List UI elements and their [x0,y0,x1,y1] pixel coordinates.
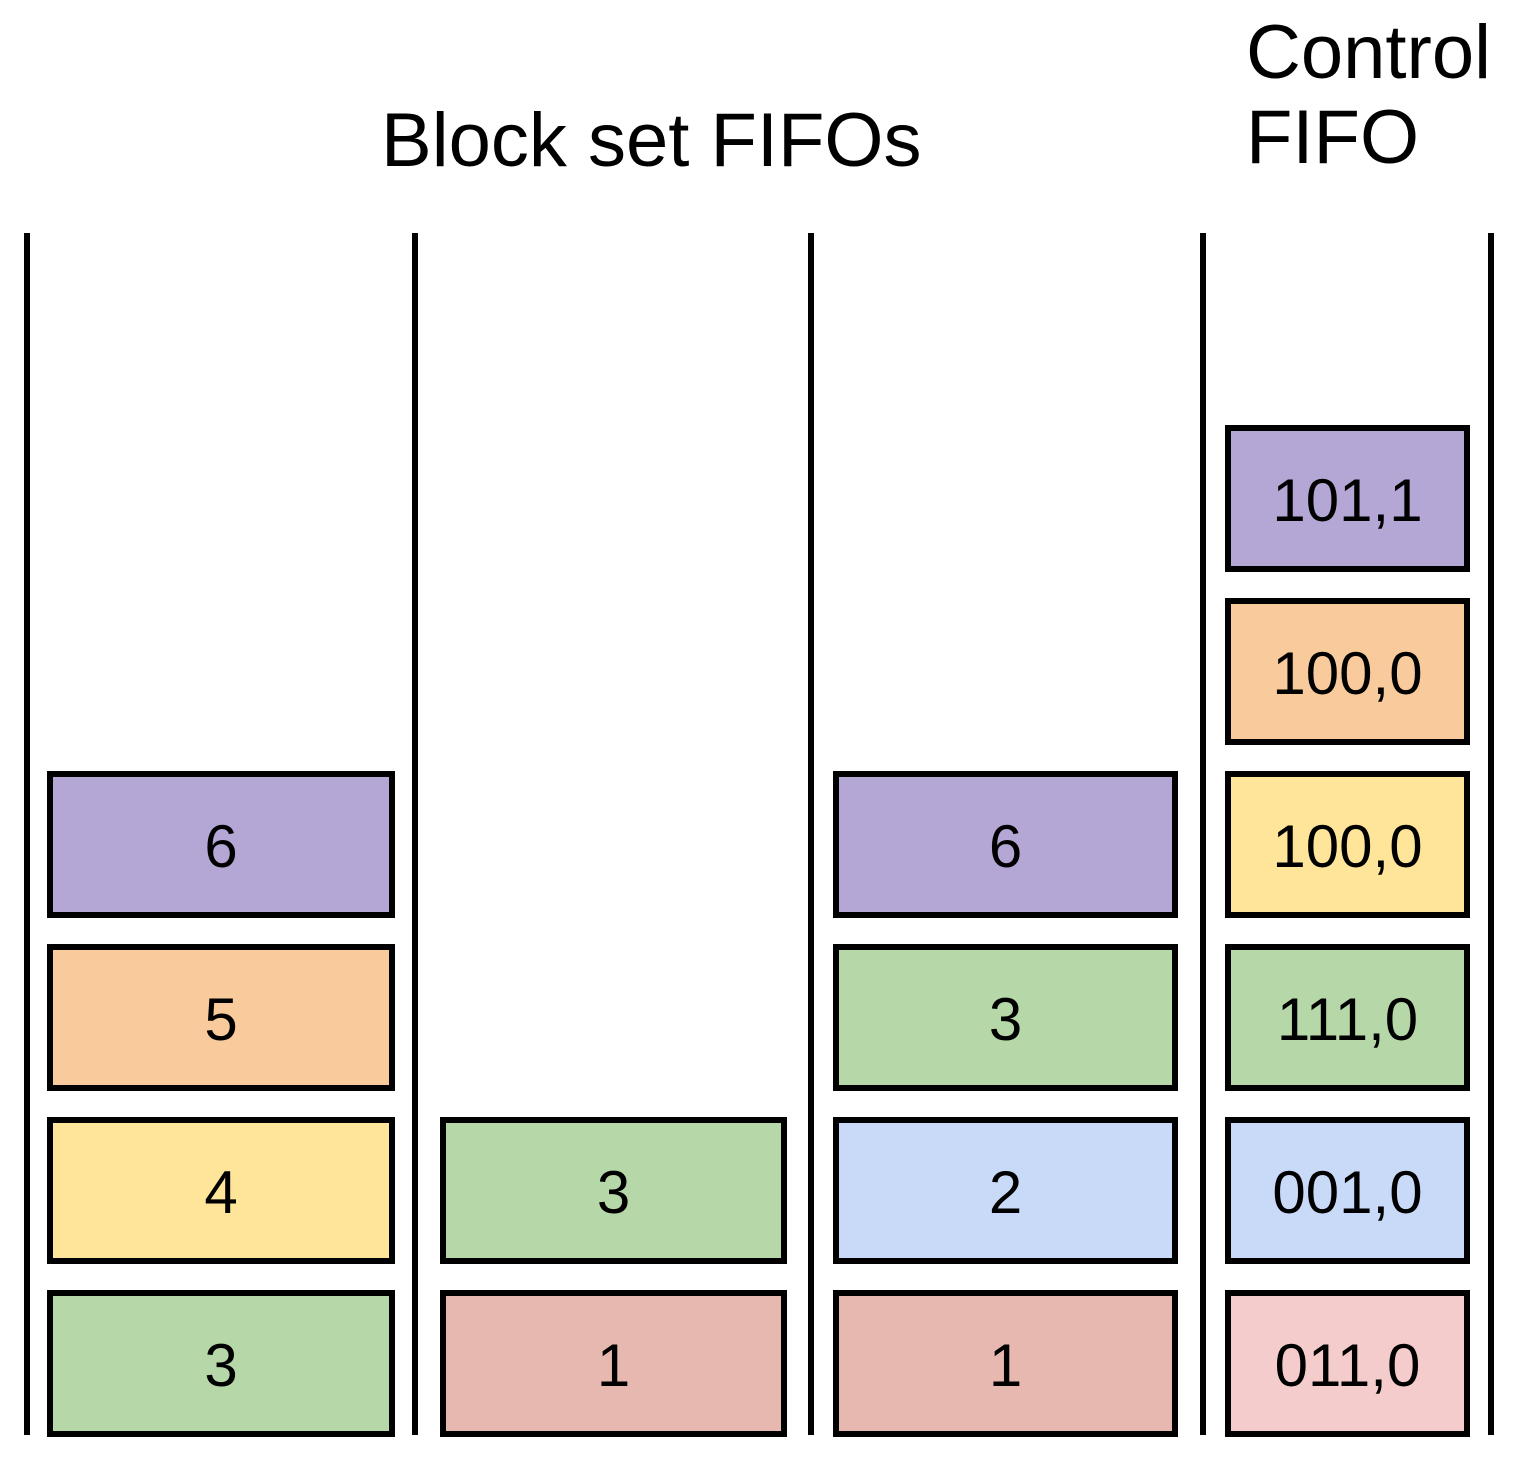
fifo-wall [24,233,30,1435]
fifo-item: 4 [47,1117,395,1264]
fifo-item: 2 [833,1117,1178,1264]
control-fifo-item: 101,1 [1225,425,1470,572]
control-fifo-item-label: 100,0 [1272,813,1423,880]
control-fifo-item: 001,0 [1225,1117,1470,1264]
control-fifo-item: 111,0 [1225,944,1470,1091]
fifo-item-label: 1 [596,1332,631,1399]
control-fifo-title-line1: Control [1246,10,1491,95]
fifo-item-label: 1 [988,1332,1023,1399]
fifo-item: 5 [47,944,395,1091]
fifo-item: 3 [833,944,1178,1091]
fifo-item: 3 [47,1290,395,1437]
fifo-item: 1 [440,1290,787,1437]
fifo-item: 3 [440,1117,787,1264]
fifo-item-label: 3 [204,1332,238,1399]
block-set-fifos-title: Block set FIFOs [381,98,922,183]
control-fifo-item-label: 101,1 [1272,467,1423,534]
control-fifo-item-label: 001,0 [1272,1159,1423,1226]
control-fifo-item: 011,0 [1225,1290,1470,1437]
fifo-item-label: 3 [988,986,1023,1053]
control-fifo-item: 100,0 [1225,598,1470,745]
fifo-item-label: 6 [988,813,1023,880]
fifo-item: 1 [833,1290,1178,1437]
fifo-item-label: 6 [204,813,238,880]
fifo-wall [808,233,814,1435]
fifo-item-label: 3 [596,1159,631,1226]
fifo-item-label: 2 [988,1159,1023,1226]
control-fifo-item: 100,0 [1225,771,1470,918]
fifo-wall [412,233,418,1435]
control-fifo-title-line2: FIFO [1246,95,1420,181]
control-fifo-item-label: 111,0 [1276,986,1419,1053]
control-fifo-item-label: 011,0 [1274,1332,1421,1399]
control-fifo-item-label: 100,0 [1272,640,1423,707]
fifo-item-label: 5 [204,986,238,1053]
control-fifo-title: Control FIFO [1246,10,1491,180]
fifo-item: 6 [833,771,1178,918]
fifo-item-label: 4 [204,1159,238,1226]
fifo-item: 6 [47,771,395,918]
fifo-wall [1200,233,1206,1435]
fifo-wall [1488,233,1494,1435]
